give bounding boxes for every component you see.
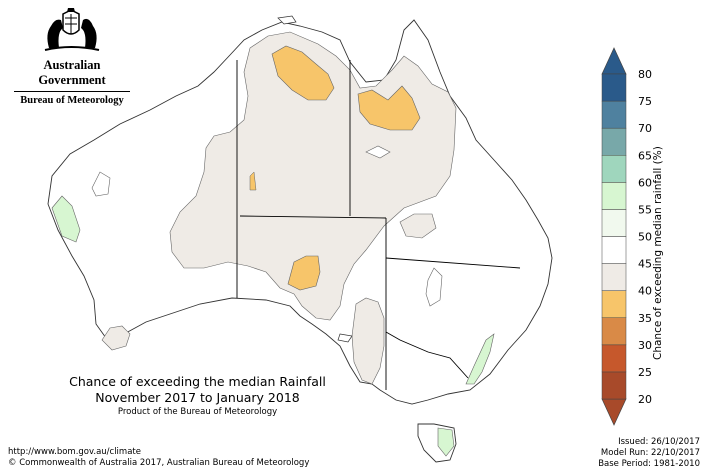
divider [14, 91, 130, 92]
source-url[interactable]: http://www.bom.gov.au/climate [8, 447, 141, 457]
org-name-line2: Bureau of Meteorology [20, 95, 124, 106]
region-below-cape-york [357, 85, 421, 131]
legend-arrow-low [601, 398, 627, 426]
state-borders [236, 60, 521, 390]
legend-band [601, 182, 627, 210]
region-above-wa-coast [51, 195, 81, 243]
legend-tick-label: 65 [638, 149, 652, 162]
region-above-se-coast [465, 333, 495, 385]
region-near-median-qld [399, 213, 437, 239]
legend-band [601, 100, 627, 129]
title-line3: Product of the Bureau of Meteorology [117, 407, 278, 417]
legend-band [601, 290, 627, 318]
legend-tick-label: 75 [638, 95, 652, 108]
title-line1: Chance of exceeding the median Rainfall [69, 374, 326, 389]
region-below-kimberley-top-end [271, 45, 335, 101]
legend-tick-label: 30 [638, 339, 652, 352]
footer-left: http://www.bom.gov.au/climate © Commonwe… [8, 447, 309, 469]
legend-tick-label: 60 [638, 176, 652, 189]
org-name-line1: Australian Government [38, 58, 106, 87]
model-run-date: Model Run: 22/10/2017 [600, 448, 700, 458]
footer-right: Issued: 26/10/2017 Model Run: 22/10/2017… [598, 437, 700, 470]
region-white-hole-wa [91, 171, 111, 197]
legend-band [601, 127, 627, 156]
island-melville [277, 15, 297, 25]
government-logo: Australian Government Bureau of Meteorol… [12, 8, 132, 106]
issued-date: Issued: 26/10/2017 [618, 437, 700, 447]
legend-tick-label: 70 [638, 122, 652, 135]
coat-of-arms-icon [44, 8, 100, 51]
region-white-hole-qld [365, 145, 391, 159]
legend-band [601, 371, 627, 400]
legend-band [601, 263, 627, 291]
base-period: Base Period: 1981-2010 [598, 459, 700, 469]
legend-tick-label: 45 [638, 258, 652, 271]
legend-tick-label: 50 [638, 231, 652, 244]
region-near-median-sw [101, 325, 131, 351]
region-below-nt-small [249, 171, 257, 191]
legend-arrow-high [601, 47, 627, 75]
legend-title: Chance of exceeding median rainfall (%) [652, 146, 664, 360]
legend-tick-label: 20 [638, 393, 652, 406]
legend-tick-label: 25 [638, 366, 652, 379]
legend-band [601, 73, 627, 102]
legend-band [601, 317, 627, 346]
region-below-sa-interior [287, 255, 321, 291]
region-near-median-east [351, 297, 385, 385]
island-kangaroo [337, 333, 353, 343]
map-title: Chance of exceeding the median Rainfall … [20, 374, 375, 417]
legend-band [601, 155, 627, 183]
copyright: © Commonwealth of Australia 2017, Austra… [8, 458, 310, 468]
legend-tick-label: 35 [638, 312, 652, 325]
legend-tick-label: 80 [638, 68, 652, 81]
region-white-hole-nsw [425, 267, 443, 307]
legend-band [601, 344, 627, 373]
legend-band [601, 236, 627, 264]
title-line2: November 2017 to January 2018 [95, 390, 300, 405]
region-above-tasmania [437, 427, 455, 457]
legend-band [601, 209, 627, 237]
legend-tick-label: 40 [638, 285, 652, 298]
legend-tick-label: 55 [638, 203, 652, 216]
